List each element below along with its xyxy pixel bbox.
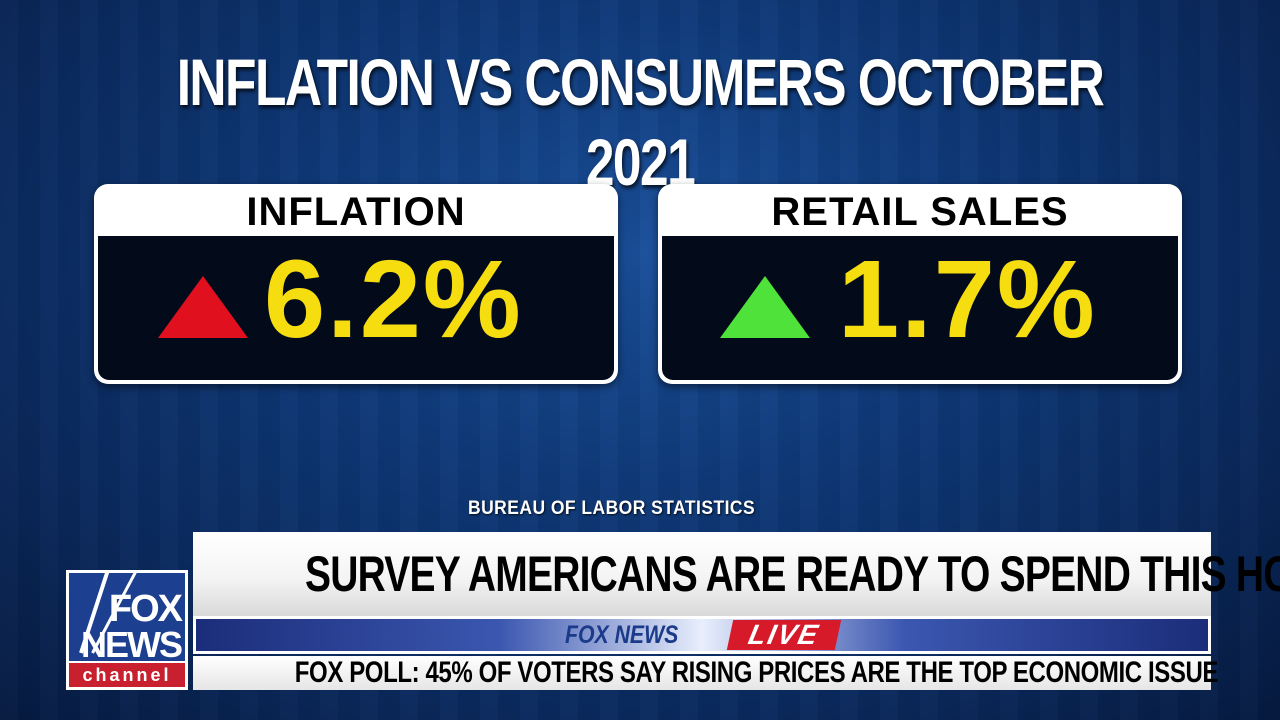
logo-channel: channel: [69, 663, 185, 687]
headline-text: SURVEY AMERICANS ARE READY TO SPEND THIS…: [304, 546, 1280, 602]
fox-news-channel-logo: FOX NEWS channel: [66, 570, 188, 690]
card-label: RETAIL SALES: [771, 190, 1069, 234]
graphic-title: INFLATION VS CONSUMERS OCTOBER 2021: [176, 45, 1105, 199]
logo-news: NEWS: [81, 624, 183, 662]
source-credit: BUREAU OF LABOR STATISTICS: [468, 498, 756, 519]
card-label: INFLATION: [246, 190, 466, 234]
ticker-bar: FOX POLL: 45% OF VOTERS SAY RISING PRICE…: [193, 656, 1219, 690]
fox-news-wordmark: FOX NEWS: [565, 621, 679, 649]
logo-fox: FOX: [108, 588, 183, 630]
inflation-card: INFLATION 6.2%: [94, 184, 618, 384]
live-badge: LIVE: [726, 619, 842, 650]
up-arrow-icon: [720, 276, 810, 338]
up-arrow-icon: [158, 276, 248, 338]
card-value: 6.2%: [264, 238, 523, 361]
live-label: LIVE: [745, 619, 823, 650]
live-band: [193, 616, 1211, 654]
ticker-text: FOX POLL: 45% OF VOTERS SAY RISING PRICE…: [294, 656, 1219, 689]
headline-bar: SURVEY AMERICANS ARE READY TO SPEND THIS…: [193, 532, 1280, 616]
card-value: 1.7%: [838, 238, 1097, 361]
retail-sales-card: RETAIL SALES 1.7%: [658, 184, 1182, 384]
